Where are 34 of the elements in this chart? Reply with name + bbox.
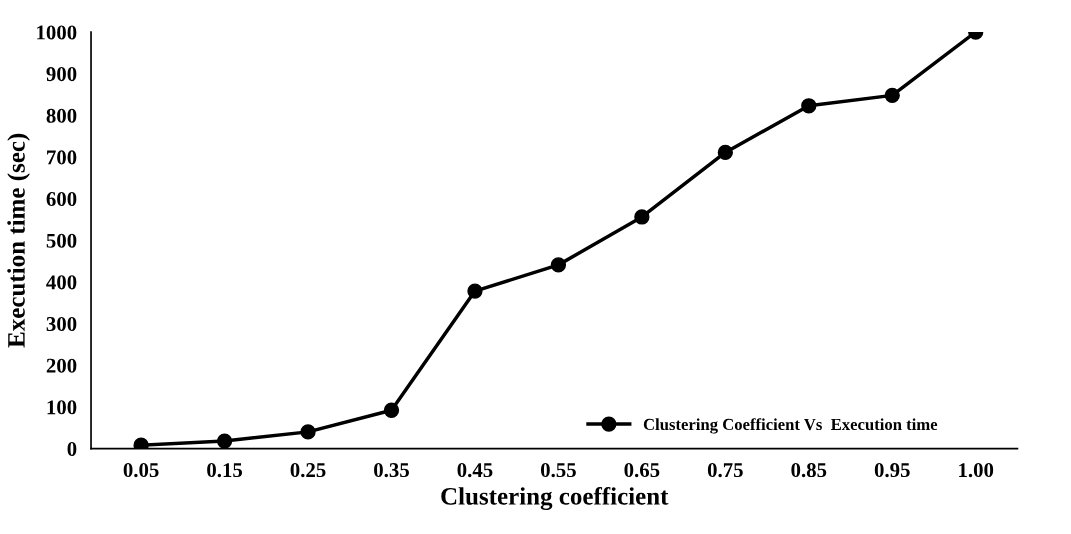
x-tick-label: 0.45: [457, 463, 493, 478]
point: [634, 209, 650, 225]
y-axis-title: Execution time (sec): [7, 133, 30, 348]
y-tick-label: 0: [67, 441, 77, 456]
y-tick-label: 200: [46, 358, 77, 373]
y-tick-label: 500: [46, 233, 77, 248]
y-tick-label: 1000: [37, 25, 77, 40]
y-tick-label: 400: [46, 275, 77, 290]
y-tick-label: 900: [46, 67, 77, 82]
x-tick-label: 0.95: [874, 463, 910, 478]
x-axis-title: Clustering coefficient: [441, 486, 669, 511]
y-tick-label: 600: [46, 192, 77, 207]
point: [801, 98, 817, 114]
x-tick-label: 0.25: [290, 463, 326, 478]
x-tick-label: 0.55: [540, 463, 576, 478]
point: [467, 283, 483, 299]
y-tick-label: 700: [47, 150, 77, 165]
point: [550, 257, 567, 273]
x-tick-label: 0.85: [791, 463, 827, 478]
x-tick-label: 1.00: [959, 463, 994, 478]
y-tick-label: 100: [47, 400, 77, 415]
x-tick-label: 0.75: [707, 463, 743, 478]
point: [383, 402, 400, 418]
x-tick-label: 0.65: [624, 463, 660, 478]
legend-label: Clustering Coefficient Vs Execution time: [643, 418, 938, 434]
x-tick-label: 0.15: [207, 463, 243, 478]
x-tick-label: 0.35: [374, 463, 409, 478]
y-tick-label: 800: [46, 108, 77, 123]
y-tick-label: 300: [46, 316, 77, 332]
point: [300, 424, 316, 440]
x-tick-label: 0.05: [123, 463, 159, 478]
point: [884, 87, 900, 103]
point: [717, 144, 733, 161]
point: [216, 433, 233, 449]
